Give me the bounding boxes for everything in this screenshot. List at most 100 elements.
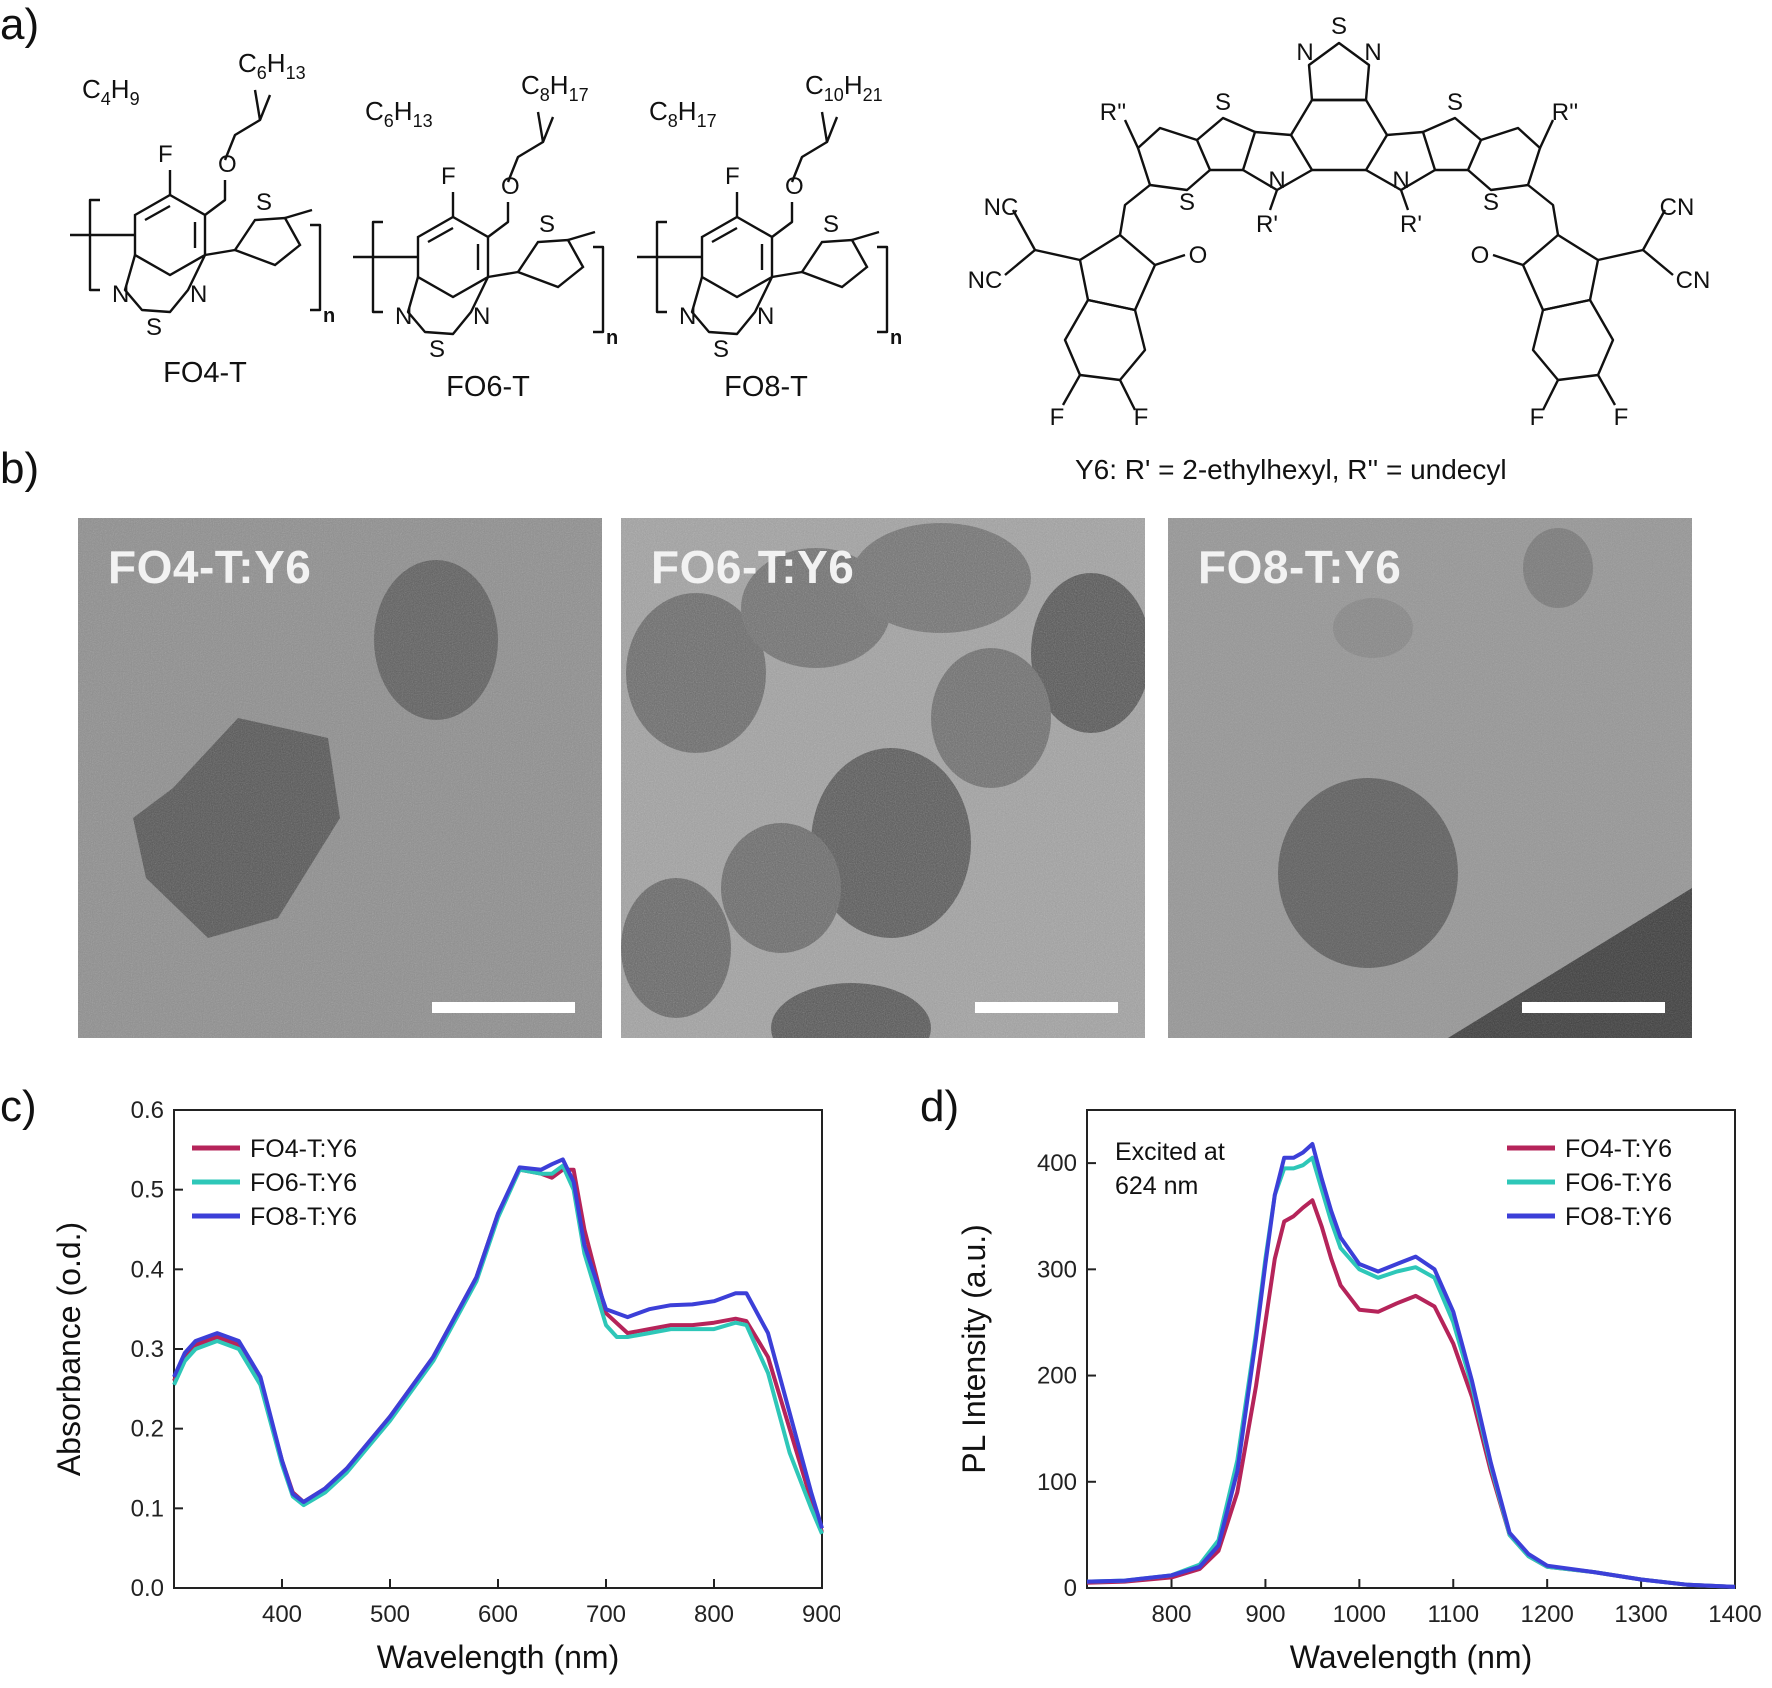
- bond: [790, 116, 839, 183]
- bond: [567, 230, 596, 242]
- atom-n: N: [679, 303, 696, 330]
- side-chain-right: C10H21: [805, 70, 883, 105]
- x-axis-label: Wavelength (nm): [1290, 1639, 1532, 1675]
- y6-atom-s: S: [1447, 89, 1463, 116]
- y6-atom-f: F: [1134, 404, 1149, 430]
- panel-letter-b: b): [0, 444, 40, 493]
- bond: [253, 89, 262, 121]
- repeat-n: n: [606, 327, 618, 349]
- bond: [487, 270, 519, 279]
- absorbance-chart: 400 500 600 700 800 900 0.0 0.1 0.2 0.3 0.4 0.5 0.6 W…: [51, 1097, 840, 1675]
- legend-label: FO4-T:Y6: [1565, 1135, 1672, 1163]
- atom-n: N: [757, 303, 774, 330]
- atom-s: S: [539, 211, 555, 238]
- y6-rp: R': [1256, 211, 1278, 238]
- atom-s: S: [429, 336, 445, 363]
- x-tick-label: 400: [262, 1601, 302, 1628]
- atom-s: S: [146, 314, 162, 341]
- legend-label: FO8-T:Y6: [250, 1203, 357, 1231]
- y-tick-label: 0.1: [131, 1495, 164, 1522]
- legend-label: FO4-T:Y6: [250, 1135, 357, 1163]
- x-tick-label: 800: [1151, 1601, 1191, 1628]
- x-tick-label: 700: [586, 1601, 626, 1628]
- y6-atom-n: N: [1392, 167, 1409, 194]
- y-tick-label: 400: [1037, 1150, 1077, 1177]
- y-axis-label: Absorbance (o.d.): [51, 1222, 87, 1476]
- scale-bar: [975, 1002, 1118, 1013]
- bond: [284, 208, 313, 220]
- legend-label: FO6-T:Y6: [250, 1169, 357, 1197]
- bond: [655, 220, 667, 314]
- y-tick-label: 0.2: [131, 1416, 164, 1443]
- y6-structure: S N N S S S S N N R' R' R'' R'' O O NC N…: [968, 13, 1711, 430]
- y6-atom-o: O: [1471, 242, 1490, 269]
- atom-n: N: [395, 303, 412, 330]
- bond: [506, 116, 555, 183]
- tem-texture: [78, 518, 602, 1038]
- bond: [204, 180, 227, 216]
- y-tick-label: 100: [1037, 1469, 1077, 1496]
- y6-atom-s: S: [1483, 189, 1499, 216]
- side-chain-left: C6H13: [365, 96, 433, 131]
- tem-label: FO8-T:Y6: [1198, 541, 1402, 593]
- y6-atom-f: F: [1530, 404, 1545, 430]
- panel-letter-a: a): [0, 0, 40, 49]
- side-chain-left: C8H17: [649, 96, 717, 131]
- side-chain-left: C4H9: [82, 74, 140, 109]
- x-tick-label: 1200: [1520, 1601, 1573, 1628]
- tem-image-fo8: FO8-T:Y6: [1168, 518, 1692, 1038]
- scale-bar: [1522, 1002, 1665, 1013]
- tem-texture: [621, 518, 1145, 1038]
- x-tick-label: 1300: [1614, 1601, 1667, 1628]
- atom-f: F: [441, 163, 456, 190]
- side-chain-right: C6H13: [238, 48, 306, 83]
- panel-letter-d: d): [920, 1082, 960, 1131]
- y-tick-label: 300: [1037, 1256, 1077, 1283]
- pl-chart: 800 900 1000 1100 1200 1300 1400 0 100 200 300 400 W…: [956, 1109, 1762, 1675]
- x-tick-label: 900: [802, 1601, 840, 1628]
- y6-atom-n: N: [1268, 167, 1285, 194]
- tem-image-fo4: FO4-T:Y6: [78, 518, 602, 1038]
- bond: [371, 220, 383, 314]
- y-tick-label: 0.0: [131, 1575, 164, 1602]
- y6-atom-n: N: [1364, 39, 1381, 66]
- bond: [406, 276, 490, 336]
- bond: [851, 230, 880, 242]
- x-tick-label: 900: [1245, 1601, 1285, 1628]
- atom-o: O: [785, 173, 804, 200]
- y6-atom-f: F: [1050, 404, 1065, 430]
- bond: [536, 111, 545, 143]
- bond: [223, 94, 272, 161]
- structure-label-fo4: FO4-T: [163, 357, 247, 389]
- x-tick-label: 1000: [1333, 1601, 1386, 1628]
- atom-o: O: [218, 151, 237, 178]
- atom-f: F: [725, 163, 740, 190]
- tem-texture: [1168, 518, 1692, 1038]
- x-tick-label: 1400: [1708, 1601, 1761, 1628]
- bond: [820, 111, 829, 143]
- panel-letter-c: c): [0, 1082, 37, 1131]
- bond: [204, 248, 236, 257]
- bond: [487, 202, 510, 238]
- tem-label: FO4-T:Y6: [108, 541, 312, 593]
- repeat-n: n: [323, 305, 335, 327]
- y-tick-label: 200: [1037, 1363, 1077, 1390]
- side-chain-right: C8H17: [521, 70, 589, 105]
- y-tick-label: 0.4: [131, 1256, 164, 1283]
- legend-label: FO8-T:Y6: [1565, 1203, 1672, 1231]
- atom-f: F: [158, 141, 173, 168]
- y6-atom-s-top: S: [1331, 13, 1347, 40]
- bond: [771, 270, 803, 279]
- y6-caption: Y6: R' = 2-ethylhexyl, R'' = undecyl: [1075, 454, 1507, 485]
- y6-cn: CN: [1676, 267, 1711, 294]
- atom-o: O: [501, 173, 520, 200]
- x-tick-label: 500: [370, 1601, 410, 1628]
- y6-atom-o: O: [1189, 242, 1208, 269]
- y-tick-label: 0.6: [131, 1097, 164, 1124]
- scale-bar: [432, 1002, 575, 1013]
- y6-atom-n: N: [1296, 39, 1313, 66]
- y6-cn: CN: [1660, 194, 1695, 221]
- bond: [123, 254, 207, 314]
- bond: [711, 226, 738, 244]
